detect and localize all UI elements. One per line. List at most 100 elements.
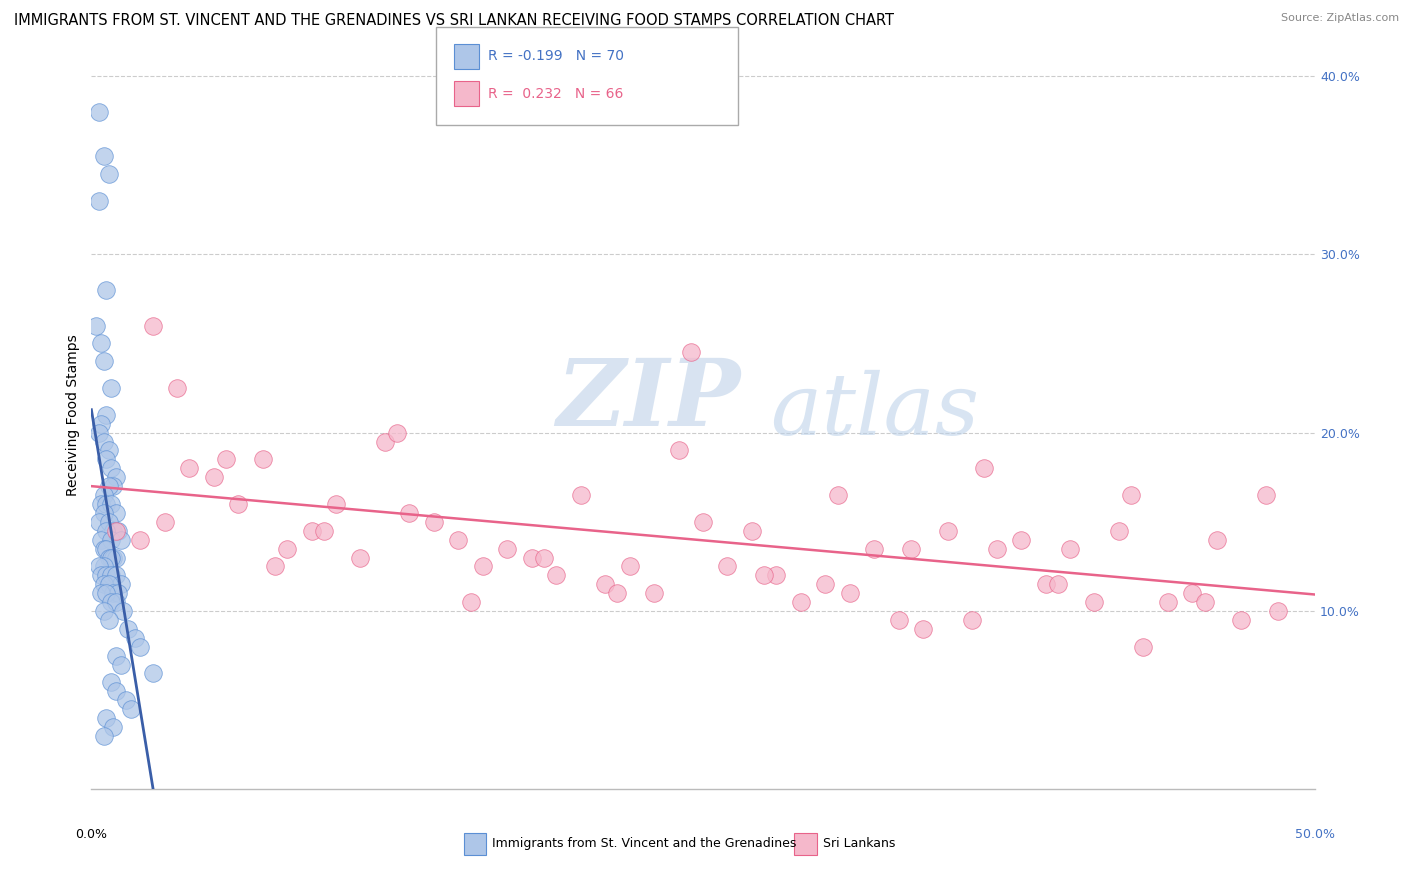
- Point: [100, 595, 122, 609]
- Point: [94, 541, 117, 556]
- Point: [1059, 541, 1081, 556]
- Point: [912, 622, 935, 636]
- Point: [226, 497, 249, 511]
- Point: [1254, 488, 1277, 502]
- Point: [97, 515, 120, 529]
- Point: [93, 559, 115, 574]
- Point: [100, 461, 122, 475]
- Point: [100, 533, 122, 547]
- Point: [692, 515, 714, 529]
- Point: [668, 443, 690, 458]
- Point: [90, 497, 112, 511]
- Point: [398, 506, 420, 520]
- Point: [97, 613, 120, 627]
- Point: [202, 470, 225, 484]
- Point: [93, 488, 115, 502]
- Point: [1157, 595, 1180, 609]
- Point: [863, 541, 886, 556]
- Point: [103, 524, 125, 538]
- Point: [90, 336, 112, 351]
- Point: [1267, 604, 1289, 618]
- Point: [97, 550, 120, 565]
- Point: [94, 586, 117, 600]
- Point: [93, 604, 115, 618]
- Point: [546, 568, 568, 582]
- Point: [103, 720, 125, 734]
- Point: [124, 631, 146, 645]
- Text: IMMIGRANTS FROM ST. VINCENT AND THE GRENADINES VS SRI LANKAN RECEIVING FOOD STAM: IMMIGRANTS FROM ST. VINCENT AND THE GREN…: [14, 13, 894, 29]
- Point: [960, 613, 983, 627]
- Point: [94, 283, 117, 297]
- Point: [349, 550, 371, 565]
- Text: atlas: atlas: [770, 369, 980, 452]
- Point: [90, 586, 112, 600]
- Point: [97, 577, 120, 591]
- Point: [1046, 577, 1069, 591]
- Point: [887, 613, 910, 627]
- Point: [103, 586, 125, 600]
- Point: [94, 568, 117, 582]
- Point: [973, 461, 995, 475]
- Text: R = -0.199   N = 70: R = -0.199 N = 70: [488, 49, 624, 63]
- Point: [1035, 577, 1057, 591]
- Point: [838, 586, 860, 600]
- Text: Immigrants from St. Vincent and the Grenadines: Immigrants from St. Vincent and the Gren…: [492, 838, 796, 850]
- Point: [325, 497, 347, 511]
- Point: [103, 550, 125, 565]
- Point: [153, 515, 176, 529]
- Point: [520, 550, 543, 565]
- Point: [94, 711, 117, 725]
- Point: [385, 425, 409, 440]
- Point: [179, 461, 201, 475]
- Point: [1010, 533, 1032, 547]
- Y-axis label: Receiving Food Stamps: Receiving Food Stamps: [66, 334, 80, 496]
- Point: [301, 524, 323, 538]
- Text: ZIP: ZIP: [557, 355, 741, 445]
- Point: [496, 541, 519, 556]
- Point: [569, 488, 592, 502]
- Text: R =  0.232   N = 66: R = 0.232 N = 66: [488, 87, 623, 101]
- Point: [114, 693, 136, 707]
- Point: [120, 702, 142, 716]
- Point: [679, 345, 702, 359]
- Point: [643, 586, 665, 600]
- Point: [104, 550, 127, 565]
- Point: [93, 149, 115, 163]
- Point: [90, 533, 112, 547]
- Point: [110, 577, 132, 591]
- Point: [619, 559, 641, 574]
- Point: [100, 497, 122, 511]
- Text: Sri Lankans: Sri Lankans: [823, 838, 894, 850]
- Point: [93, 541, 115, 556]
- Point: [94, 452, 117, 467]
- Point: [765, 568, 787, 582]
- Point: [94, 524, 117, 538]
- Point: [93, 354, 115, 368]
- Text: Source: ZipAtlas.com: Source: ZipAtlas.com: [1281, 13, 1399, 23]
- Point: [276, 541, 298, 556]
- Point: [1083, 595, 1105, 609]
- Point: [104, 506, 127, 520]
- Text: 50.0%: 50.0%: [1295, 828, 1334, 841]
- Point: [312, 524, 335, 538]
- Point: [104, 648, 127, 663]
- Point: [814, 577, 837, 591]
- Point: [104, 470, 127, 484]
- Point: [94, 408, 117, 422]
- Point: [104, 524, 127, 538]
- Point: [374, 434, 396, 449]
- Point: [104, 568, 127, 582]
- Point: [112, 604, 135, 618]
- Point: [97, 479, 120, 493]
- Point: [827, 488, 849, 502]
- Point: [93, 729, 115, 743]
- Point: [741, 524, 763, 538]
- Point: [1121, 488, 1143, 502]
- Point: [716, 559, 738, 574]
- Point: [252, 452, 274, 467]
- Point: [1230, 613, 1253, 627]
- Point: [87, 515, 110, 529]
- Point: [117, 622, 139, 636]
- Point: [936, 524, 959, 538]
- Point: [264, 559, 287, 574]
